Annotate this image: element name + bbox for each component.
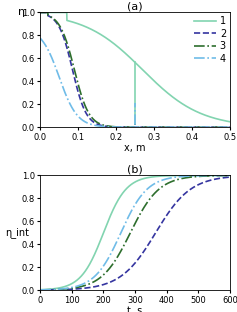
3 [126, 125, 129, 129]
4 [188, 125, 191, 129]
1 [131, 58, 134, 62]
3 [188, 125, 191, 129]
2 [223, 125, 226, 129]
Title: (a): (a) [127, 2, 143, 12]
2 [39, 11, 42, 14]
2 [131, 125, 134, 129]
1 [39, 11, 42, 14]
3 [228, 125, 231, 129]
X-axis label: t, s: t, s [128, 306, 143, 312]
3 [223, 125, 226, 129]
Line: 4: 4 [40, 38, 230, 127]
2 [228, 125, 231, 129]
3 [131, 125, 134, 129]
4 [39, 37, 42, 40]
Line: 2: 2 [40, 12, 230, 127]
3 [49, 14, 51, 18]
4 [223, 125, 226, 129]
4 [126, 125, 129, 129]
3 [39, 11, 42, 14]
4 [228, 125, 231, 129]
X-axis label: x, m: x, m [124, 143, 146, 153]
1 [228, 120, 231, 124]
2 [188, 125, 191, 129]
4 [223, 125, 226, 129]
2 [49, 15, 51, 18]
1 [223, 119, 226, 123]
1 [223, 119, 226, 123]
2 [126, 125, 129, 129]
Legend: 1, 2, 3, 4: 1, 2, 3, 4 [193, 15, 227, 65]
Y-axis label: η_int: η_int [5, 227, 30, 238]
1 [49, 11, 51, 14]
1 [188, 106, 191, 110]
Y-axis label: η: η [18, 7, 25, 17]
4 [131, 125, 134, 129]
4 [49, 52, 51, 56]
1 [126, 53, 129, 57]
2 [223, 125, 226, 129]
Line: 1: 1 [40, 12, 230, 122]
Line: 3: 3 [40, 12, 230, 127]
3 [223, 125, 226, 129]
Title: (b): (b) [127, 165, 143, 175]
